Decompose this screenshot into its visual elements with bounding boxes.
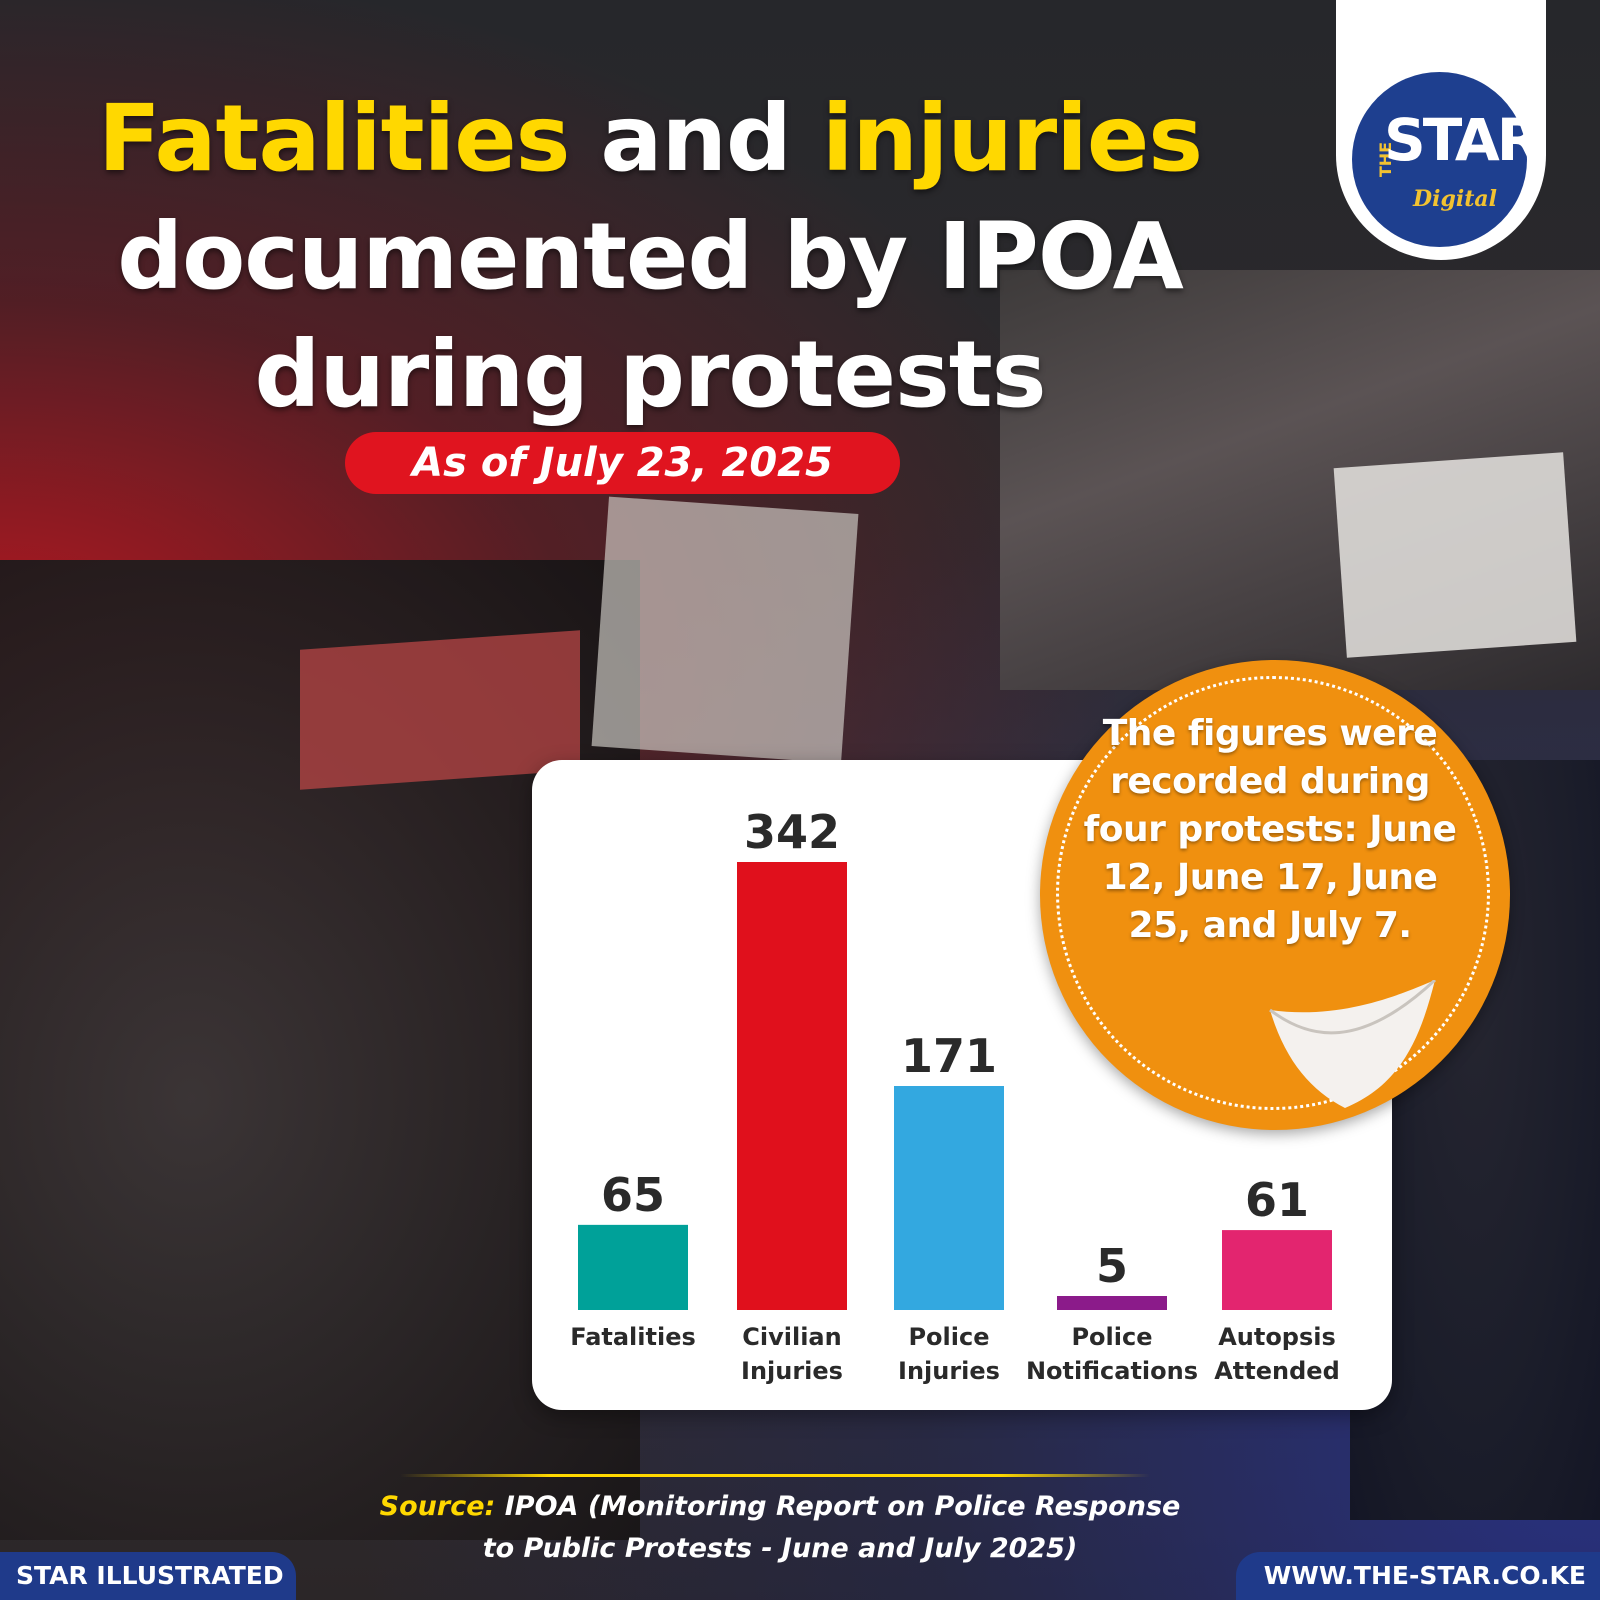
bar-chart: 65 Fatalities 342 Civilian Injuries 171 Police… (570, 805, 1340, 1385)
category-label-4-0: Autopsis (1218, 1323, 1336, 1351)
page-title: Fatalities and injuries documented by IP… (60, 80, 1240, 434)
category-label-3-0: Police (1071, 1323, 1152, 1351)
category-label-4-1: Attended (1214, 1357, 1340, 1385)
value-label-3: 5 (1096, 1239, 1128, 1293)
source-text-1: IPOA (Monitoring Report on Police Respon… (504, 1491, 1181, 1522)
category-label-2-0: Police (908, 1323, 989, 1351)
bar-4 (1222, 1230, 1332, 1310)
title-line-1: Fatalities and injuries (60, 80, 1240, 198)
date-badge: As of July 23, 2025 (345, 432, 900, 494)
footer-star-illustrated: STAR ILLUSTRATED (0, 1552, 296, 1600)
category-label-2-1: Injuries (898, 1357, 1000, 1385)
bar-1 (737, 862, 847, 1310)
title-word-fatalities: Fatalities (98, 85, 570, 192)
note-text: The figures were recorded during four pr… (1083, 713, 1457, 946)
bar-3 (1057, 1296, 1167, 1310)
source-line-1: Source: IPOA (Monitoring Report on Polic… (340, 1486, 1220, 1528)
source-line-2: to Public Protests - June and July 2025) (482, 1533, 1078, 1564)
value-label-4: 61 (1245, 1173, 1309, 1227)
category-label-0-0: Fatalities (570, 1323, 696, 1351)
category-label-3-1: Notifications (1026, 1357, 1198, 1385)
title-line-2: documented by IPOA (117, 203, 1184, 310)
value-label-2: 171 (901, 1029, 997, 1083)
title-line-3: during protests (254, 321, 1047, 428)
source-note: Source: IPOA (Monitoring Report on Polic… (340, 1486, 1220, 1570)
value-label-1: 342 (744, 805, 840, 859)
title-word-and: and (600, 85, 791, 192)
photo-placard (1333, 452, 1577, 658)
bar-2 (894, 1086, 1004, 1310)
value-label-0: 65 (601, 1168, 665, 1222)
category-label-1-1: Injuries (741, 1357, 843, 1385)
source-label: Source: (379, 1491, 496, 1522)
bar-0 (578, 1224, 688, 1310)
photo-paper-sign (591, 496, 859, 764)
category-label-1-0: Civilian (742, 1323, 841, 1351)
source-divider (400, 1474, 1150, 1477)
logo-star-text: STAR (1384, 106, 1541, 174)
logo-digital-text: Digital (1413, 186, 1497, 212)
star-logo (1352, 72, 1527, 247)
title-word-injuries: injuries (821, 85, 1203, 192)
page-curl-icon (1269, 980, 1437, 1108)
footer-website-link[interactable]: WWW.THE-STAR.CO.KE (1236, 1552, 1600, 1600)
note-sticker-ring (1056, 676, 1490, 1110)
